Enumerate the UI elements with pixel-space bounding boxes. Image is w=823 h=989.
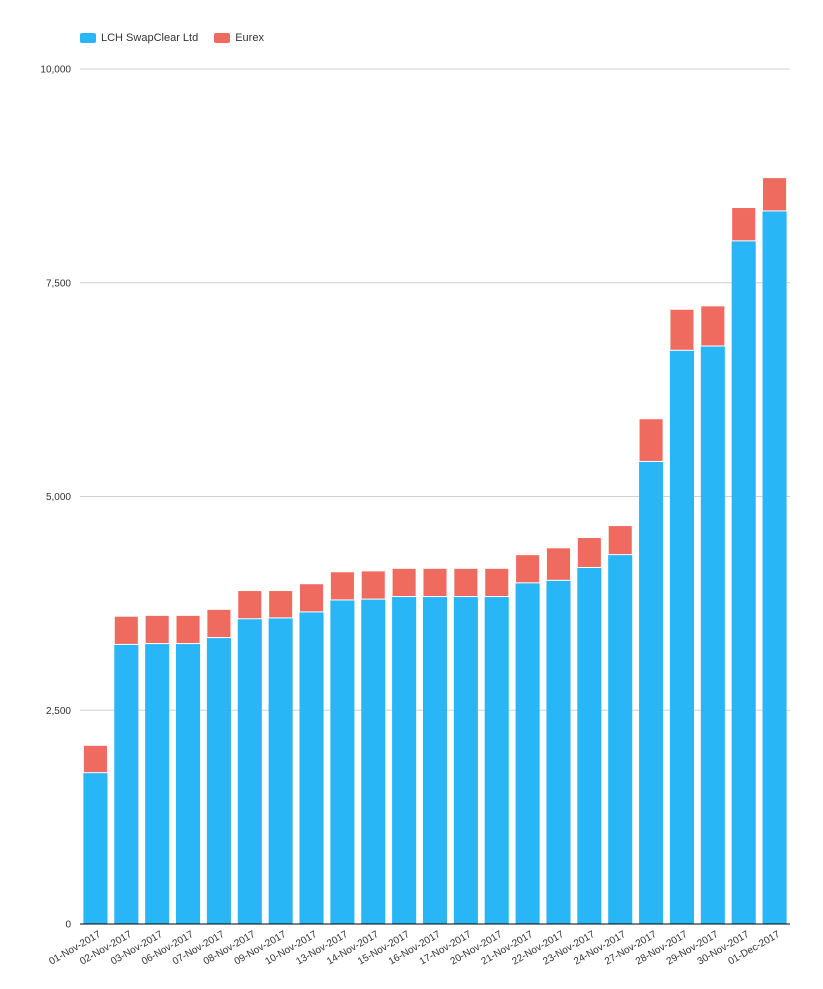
x-axis-ticks: 01-Nov-201702-Nov-201703-Nov-201706-Nov-… <box>47 929 782 968</box>
legend-label-eurex: Eurex <box>235 32 264 44</box>
bar-lch-15[interactable] <box>546 580 571 924</box>
bar-eurex-15[interactable] <box>545 547 572 581</box>
bar-lch-3[interactable] <box>176 643 201 924</box>
bar-eurex-10[interactable] <box>391 567 417 598</box>
bar-lch-20[interactable] <box>700 346 725 924</box>
bar-eurex-12[interactable] <box>453 567 479 598</box>
bar-eurex-6[interactable] <box>268 590 294 619</box>
y-tick-label-2: 5,000 <box>46 492 71 503</box>
legend-item-lch[interactable]: LCH SwapClear Ltd <box>80 32 198 44</box>
bar-eurex-16[interactable] <box>576 537 602 568</box>
bar-lch-1[interactable] <box>114 644 139 924</box>
bar-lch-0[interactable] <box>83 772 108 924</box>
bar-lch-18[interactable] <box>639 461 664 924</box>
bar-lch-8[interactable] <box>330 599 355 924</box>
bar-eurex-3[interactable] <box>175 614 201 645</box>
bar-lch-11[interactable] <box>422 596 448 924</box>
bar-eurex-17[interactable] <box>607 525 633 556</box>
bar-eurex-5[interactable] <box>237 590 263 620</box>
bar-lch-7[interactable] <box>299 611 324 924</box>
bar-eurex-22[interactable] <box>762 177 788 212</box>
bar-eurex-9[interactable] <box>360 570 386 600</box>
bar-lch-16[interactable] <box>577 567 602 924</box>
legend-item-eurex[interactable]: Eurex <box>214 32 264 44</box>
bar-lch-22[interactable] <box>762 210 787 924</box>
bar-eurex-11[interactable] <box>422 567 448 598</box>
bar-lch-9[interactable] <box>361 599 386 924</box>
bar-lch-13[interactable] <box>484 596 509 924</box>
y-axis-ticks: 0 2,500 5,000 7,500 10,000 <box>40 65 71 931</box>
bar-eurex-0[interactable] <box>82 744 108 774</box>
bar-eurex-7[interactable] <box>298 583 325 613</box>
y-tick-label-1: 2,500 <box>46 706 71 717</box>
y-tick-label-4: 10,000 <box>40 65 71 76</box>
bar-lch-17[interactable] <box>608 554 633 924</box>
bar-lch-21[interactable] <box>731 240 756 925</box>
bars <box>82 177 788 925</box>
y-tick-label-3: 7,500 <box>46 278 71 289</box>
bar-lch-14[interactable] <box>515 582 540 924</box>
legend-swatch-lch <box>80 33 96 43</box>
bar-eurex-13[interactable] <box>484 567 510 598</box>
bar-eurex-14[interactable] <box>515 554 541 584</box>
bar-lch-6[interactable] <box>268 617 293 924</box>
bar-eurex-20[interactable] <box>700 305 726 347</box>
bar-eurex-21[interactable] <box>731 207 757 242</box>
bar-lch-12[interactable] <box>453 596 478 924</box>
bar-eurex-8[interactable] <box>329 571 355 601</box>
legend-swatch-eurex <box>214 33 231 43</box>
bar-lch-4[interactable] <box>206 637 231 924</box>
legend-label-lch: LCH SwapClear Ltd <box>101 32 199 44</box>
bar-lch-19[interactable] <box>669 350 694 924</box>
chart-legend: LCH SwapClear Ltd Eurex <box>80 32 280 44</box>
bar-eurex-4[interactable] <box>206 608 232 639</box>
bar-eurex-1[interactable] <box>113 615 139 645</box>
bar-eurex-19[interactable] <box>669 308 695 351</box>
y-tick-label-0: 0 <box>65 920 71 931</box>
bar-lch-5[interactable] <box>237 618 262 924</box>
bar-eurex-2[interactable] <box>144 614 170 645</box>
bar-lch-2[interactable] <box>145 643 170 924</box>
bar-eurex-18[interactable] <box>638 418 664 462</box>
bar-lch-10[interactable] <box>392 596 417 924</box>
